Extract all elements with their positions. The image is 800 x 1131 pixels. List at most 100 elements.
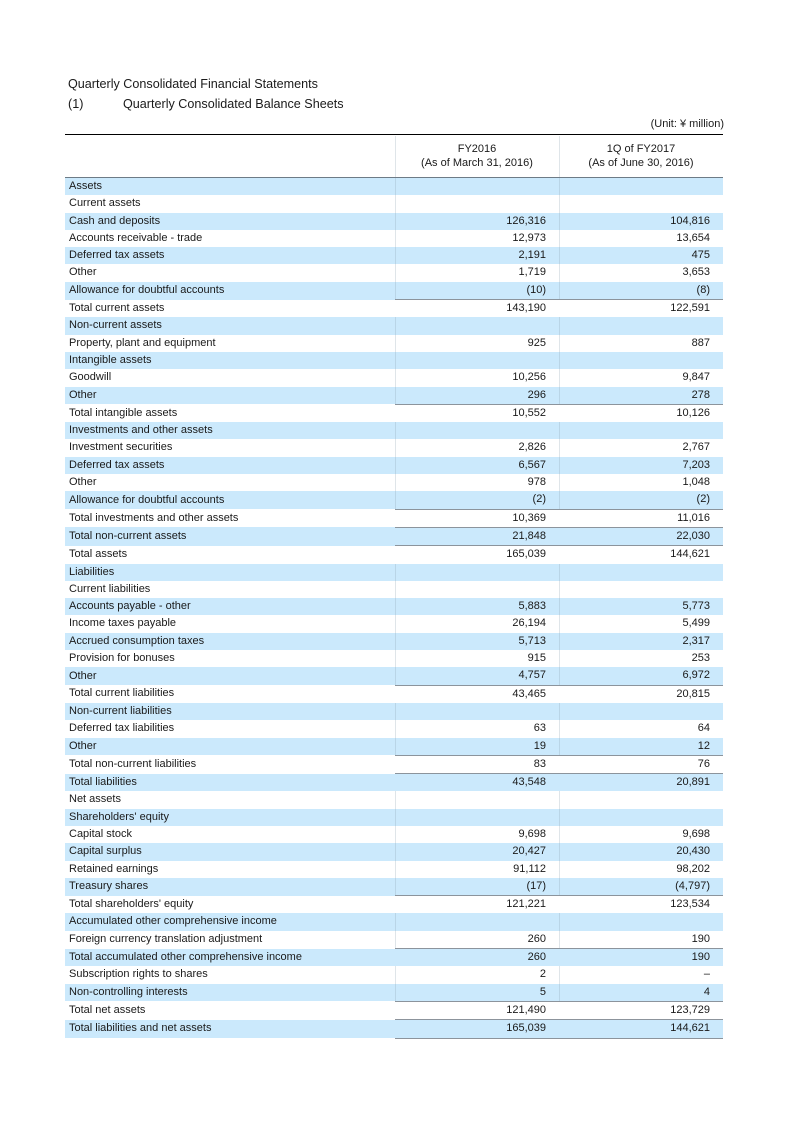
table-row: Total accumulated other comprehensive in… (65, 948, 723, 967)
row-value-fy2017: 123,534 (559, 895, 723, 914)
row-value-fy2016: 915 (395, 650, 559, 667)
row-label: Assets (65, 177, 395, 196)
row-label: Total shareholders' equity (69, 897, 194, 910)
table-row: Other 4,757 6,972 (65, 667, 723, 686)
row-label: Current liabilities (69, 582, 151, 595)
row-label: Total investments and other assets (69, 511, 239, 524)
table-body: Assets Current assets Cash and deposits 126… (65, 177, 723, 1039)
table-row: Non-current liabilities (65, 702, 723, 721)
table-row: Accounts receivable - trade 12,973 13,654 (65, 230, 723, 247)
row-value-fy2016: 260 (395, 931, 559, 949)
row-value-fy2017: 2,767 (559, 439, 723, 456)
row-label: Intangible assets (65, 351, 395, 370)
table-row: Provision for bonuses 915 253 (65, 650, 723, 667)
row-value-fy2016 (395, 195, 559, 212)
table-row: Current assets (65, 195, 723, 212)
row-value-fy2017: 122,591 (559, 299, 723, 318)
row-label: Foreign currency translation adjustment (69, 933, 263, 946)
table-row: Allowance for doubtful accounts (2) (2) (65, 491, 723, 510)
table-row: Investments and other assets (65, 422, 723, 440)
row-label: Other (69, 476, 97, 489)
row-value-fy2016: 4,757 (395, 667, 559, 686)
column-header-fy2017-line2: (As of June 30, 2016) (588, 157, 694, 169)
row-label: Total liabilities and net assets (65, 1019, 395, 1039)
row-label: Net assets (69, 793, 121, 806)
row-value-fy2017: 20,430 (559, 843, 723, 861)
row-label: Goodwill (69, 371, 112, 384)
row-label: Cash and deposits (65, 212, 395, 230)
row-value-fy2017: 13,654 (559, 230, 723, 247)
row-value-fy2016: 21,848 (395, 526, 559, 546)
row-value-fy2016: 165,039 (395, 1019, 559, 1039)
row-value-fy2017: 144,621 (559, 545, 723, 564)
row-label: Liabilities (65, 563, 395, 581)
table-row: Deferred tax assets 6,567 7,203 (65, 456, 723, 475)
row-label: Accounts payable - other (65, 598, 395, 616)
row-value-fy2017: 123,729 (559, 1000, 723, 1020)
row-label: Non-controlling interests (65, 983, 395, 1002)
row-value-fy2016: 5 (395, 983, 559, 1002)
row-value-fy2017: 278 (559, 386, 723, 405)
row-value-fy2016: 260 (395, 948, 559, 967)
table-row: Other 1,719 3,653 (65, 264, 723, 281)
row-label: Total liabilities (65, 773, 395, 792)
row-value-fy2016 (395, 808, 559, 826)
row-value-fy2017: 11,016 (559, 508, 723, 528)
section-heading: (1) Quarterly Consolidated Balance Sheet… (68, 94, 728, 114)
row-value-fy2016 (395, 581, 559, 598)
table-header-row: FY2016 (As of March 31, 2016) 1Q of FY20… (65, 136, 723, 178)
row-value-fy2016: 10,369 (395, 508, 559, 528)
row-value-fy2017: 64 (559, 720, 723, 737)
row-label: Investments and other assets (65, 422, 395, 440)
row-value-fy2017 (559, 913, 723, 931)
table-row: Non-controlling interests 5 4 (65, 983, 723, 1002)
row-value-fy2017: 887 (559, 335, 723, 352)
row-value-fy2017 (559, 563, 723, 581)
row-value-fy2016: 978 (395, 474, 559, 491)
row-label: Investment securities (69, 441, 173, 454)
row-value-fy2017: 1,048 (559, 474, 723, 491)
section-number: (1) (68, 97, 84, 111)
table-row: Subscription rights to shares 2– (65, 966, 723, 983)
row-value-fy2016: 83 (395, 754, 559, 774)
row-value-fy2016: 121,221 (395, 895, 559, 914)
table-row: Total intangible assets 10,552 10,126 (65, 403, 723, 423)
document-heading: Quarterly Consolidated Financial Stateme… (68, 74, 728, 114)
table-row: Total current liabilities 43,465 20,815 (65, 684, 723, 703)
table-row: Total liabilities and net assets 165,039 1… (65, 1019, 723, 1039)
row-label: Other (65, 667, 395, 686)
row-value-fy2017 (559, 791, 723, 808)
table-row: Capital stock 9,698 9,698 (65, 826, 723, 843)
row-value-fy2017 (559, 351, 723, 370)
row-label: Non-current liabilities (65, 702, 395, 721)
row-value-fy2016: 10,256 (395, 369, 559, 386)
row-label: Deferred tax assets (65, 456, 395, 475)
row-value-fy2017: 98,202 (559, 861, 723, 878)
row-value-fy2017: 190 (559, 931, 723, 949)
table-head: FY2016 (As of March 31, 2016) 1Q of FY20… (65, 136, 723, 178)
table-row: Assets (65, 177, 723, 196)
table-row: Accrued consumption taxes 5,713 2,317 (65, 632, 723, 651)
table-row: Goodwill 10,256 9,847 (65, 369, 723, 386)
row-label: Other (65, 386, 395, 405)
row-value-fy2017: 76 (559, 754, 723, 774)
row-value-fy2016: (10) (395, 281, 559, 300)
unit-note: (Unit: ¥ million) (650, 118, 724, 130)
table-row: Total shareholders' equity 121,221 123,534 (65, 895, 723, 914)
row-value-fy2016: 9,698 (395, 826, 559, 843)
row-value-fy2017 (559, 317, 723, 335)
row-label: Accrued consumption taxes (65, 632, 395, 651)
table-row: Net assets (65, 791, 723, 808)
row-value-fy2016 (395, 422, 559, 440)
section-title: Quarterly Consolidated Balance Sheets (123, 97, 344, 111)
table-row: Other 296 278 (65, 386, 723, 405)
row-value-fy2016 (395, 791, 559, 808)
row-value-fy2016: 2 (395, 966, 559, 983)
table-row: Deferred tax liabilities 63 64 (65, 720, 723, 737)
row-label: Subscription rights to shares (69, 968, 208, 981)
row-value-fy2016: 91,112 (395, 861, 559, 878)
row-value-fy2017: 3,653 (559, 264, 723, 281)
row-value-fy2017: 5,773 (559, 598, 723, 616)
row-value-fy2016: 126,316 (395, 212, 559, 230)
table-row: Accounts payable - other 5,883 5,773 (65, 598, 723, 616)
